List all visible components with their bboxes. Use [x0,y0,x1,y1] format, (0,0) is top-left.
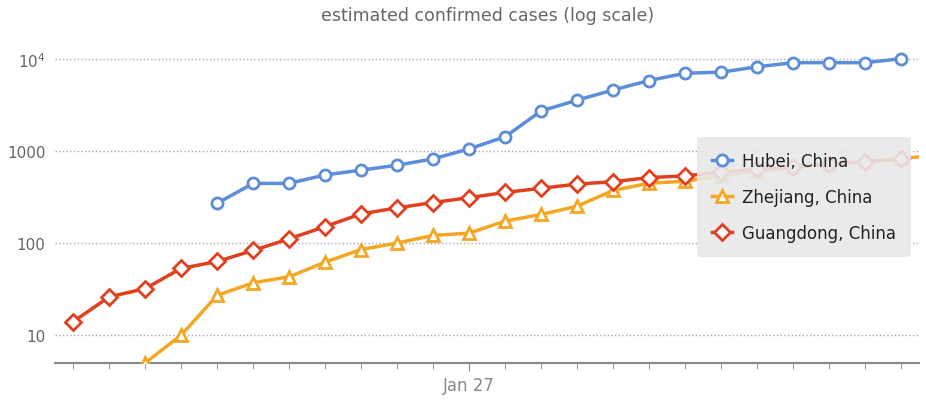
Legend: Hubei, China, Zhejiang, China, Guangdong, China: Hubei, China, Zhejiang, China, Guangdong… [696,137,911,258]
Title: estimated confirmed cases (log scale): estimated confirmed cases (log scale) [320,7,654,25]
